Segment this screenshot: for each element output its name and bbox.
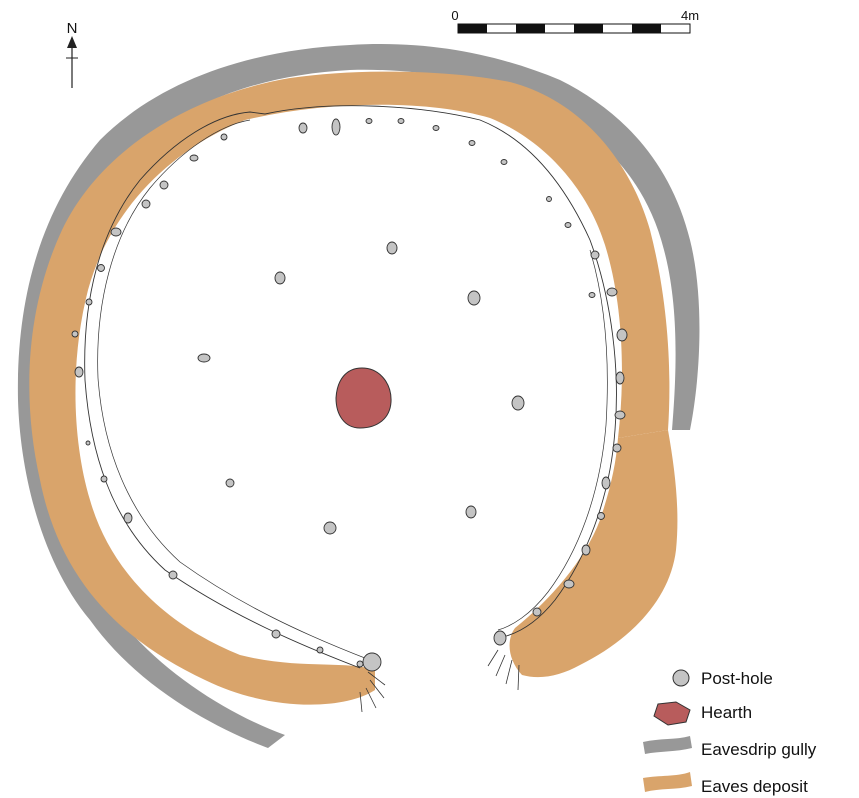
terminal-hatching (359, 649, 520, 713)
post-hole (225, 478, 235, 488)
legend: Post-hole Hearth Eavesdrip gully Eaves d… (643, 669, 817, 796)
legend-label-deposit: Eaves deposit (701, 777, 808, 796)
legend-item-hearth: Hearth (653, 701, 752, 726)
eaves-deposit-right (509, 430, 678, 678)
legend-item-post-hole: Post-hole (672, 669, 773, 688)
post-hole (323, 521, 337, 535)
legend-label-post-hole: Post-hole (701, 669, 773, 688)
north-arrow: N (66, 20, 78, 88)
north-label: N (67, 20, 78, 37)
hearth (335, 367, 392, 429)
legend-post-hole-symbol (672, 669, 690, 687)
post-hole (467, 290, 481, 306)
legend-item-gully: Eavesdrip gully (643, 736, 817, 759)
post-hole (274, 271, 286, 285)
legend-deposit-symbol (643, 772, 692, 792)
scale-end-label: 4m (681, 8, 699, 23)
legend-hearth-symbol (653, 701, 691, 726)
legend-item-deposit: Eaves deposit (643, 772, 808, 796)
post-hole (386, 241, 398, 255)
scale-bar: 0 4m (451, 8, 699, 34)
post-holes (71, 118, 628, 672)
inner-wall-trench (84, 105, 617, 669)
post-hole (511, 395, 525, 411)
legend-gully-symbol (643, 736, 692, 754)
post-hole (197, 353, 211, 363)
scale-start-label: 0 (451, 8, 458, 23)
legend-label-gully: Eavesdrip gully (701, 740, 817, 759)
legend-label-hearth: Hearth (701, 703, 752, 722)
post-hole (465, 505, 477, 519)
